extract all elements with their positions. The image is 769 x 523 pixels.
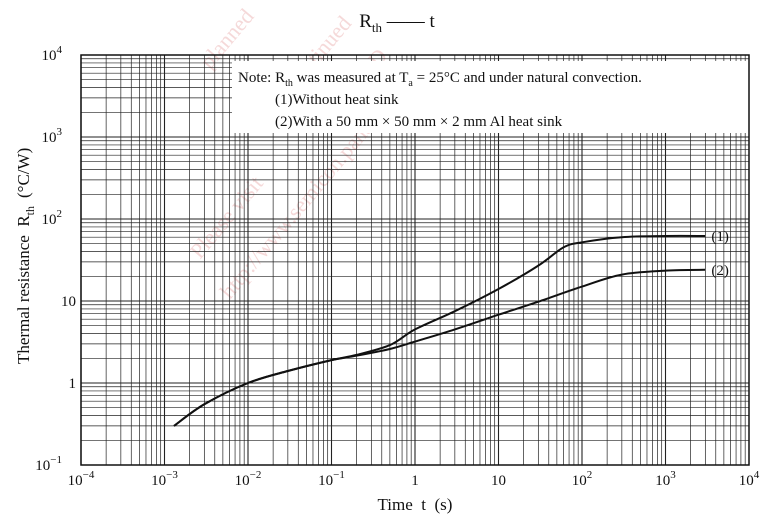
title-rest: t <box>430 11 436 32</box>
y-tick-label: 102 <box>42 208 63 228</box>
y-tick-label: 104 <box>42 44 63 64</box>
note-line-2: (2)With a 50 mm × 50 mm × 2 mm Al heat s… <box>275 114 563 130</box>
y-axis-label-unit: (°C/W) <box>14 148 33 198</box>
y-axis-label-sub: th <box>23 206 37 215</box>
x-tick-label: 104 <box>739 469 760 489</box>
y-tick-labels: 10−1 1 10 102 103 104 <box>35 44 76 474</box>
x-tick-label: 10−2 <box>235 469 262 489</box>
note-heading: Note: Rth was measured at Ta = 25°C and … <box>238 70 642 89</box>
x-tick-label: 10−4 <box>68 469 95 489</box>
series-label-1: (1) <box>711 229 729 245</box>
x-tick-label: 10 <box>491 473 506 489</box>
y-tick-label: 10 <box>61 294 76 310</box>
x-tick-label: 10−1 <box>318 469 345 489</box>
note-sub2: a <box>408 78 413 89</box>
note-box: Note: Rth was measured at Ta = 25°C and … <box>232 61 749 133</box>
y-axis-label: Thermal resistance Rth (°C/W) <box>14 135 37 385</box>
x-tick-label: 102 <box>572 469 593 489</box>
x-tick-label: 103 <box>655 469 676 489</box>
series-group <box>173 234 706 427</box>
x-tick-labels: 10−4 10−3 10−2 10−1 1 10 102 103 104 <box>68 469 760 489</box>
series-label-2: (2) <box>711 263 729 279</box>
watermark: Please visit discontinued http://www.sem… <box>185 4 409 303</box>
x-tick-label: 1 <box>411 473 419 489</box>
x-tick-label: 10−3 <box>151 469 178 489</box>
note-box-background <box>232 61 749 133</box>
y-tick-label: 10−1 <box>35 454 62 474</box>
note-prefix: Note: R <box>238 70 285 86</box>
title-dash: —— <box>382 11 430 32</box>
note-sub: th <box>285 78 293 89</box>
y-tick-label: 1 <box>69 376 77 392</box>
note-middle: was measured at T <box>293 70 409 86</box>
x-axis-label: Time t (s) <box>378 495 453 514</box>
title-sub: th <box>372 20 383 35</box>
y-tick-label: 103 <box>42 126 63 146</box>
chart-title: Rth —— t <box>359 11 435 35</box>
series-labels: (1) (2) <box>711 229 729 279</box>
plot-frame <box>80 54 750 466</box>
title-main: R <box>359 11 372 32</box>
note-suffix: = 25°C and under natural convection. <box>413 70 642 86</box>
y-axis-label-main: Thermal resistance R <box>14 215 33 364</box>
note-line-1: (1)Without heat sink <box>275 92 399 108</box>
series-line-2 <box>173 268 706 427</box>
